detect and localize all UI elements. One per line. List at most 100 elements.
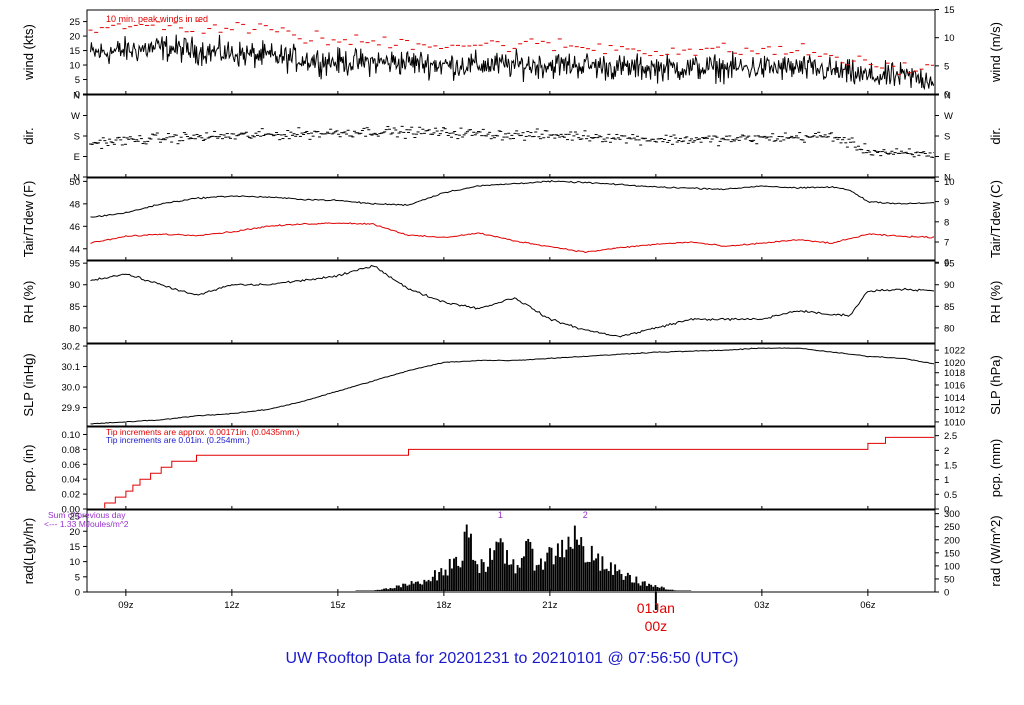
rad-bar [476,564,478,592]
rad-marker-3: 2 [583,510,588,520]
dir-ytick-right-label: N [944,91,951,102]
rad-bar [504,564,506,592]
slp-ytick-right-label: 1022 [944,346,965,357]
rad-bar [481,559,483,592]
dir-ylabel-right: dir. [988,127,1003,144]
dir-ytick-label: S [74,132,80,143]
rad-bar [506,550,508,592]
rad-bar [593,560,595,592]
rad-bar [457,566,459,592]
rad-bar [462,561,464,592]
temp-series-line-0 [91,181,937,218]
rad-bar [584,562,586,592]
rad-bar [400,587,402,592]
temp-plot [91,181,937,253]
rad-bar [621,574,623,592]
slp-ytick-right-label: 1016 [944,381,965,392]
temp-ytick-label: 48 [69,199,80,210]
rad-bar [485,572,487,592]
rad-bar [455,557,457,592]
rad-bar [610,562,612,592]
temp-series-line-1 [91,223,937,253]
rad-bar [580,537,582,592]
rh-ytick-right-label: 90 [944,280,955,291]
rad-ytick-right-label: 0 [944,588,949,599]
rad-bar [510,564,512,592]
rad-bar [657,587,659,592]
rad-bar [640,586,642,592]
rad-bar [445,570,447,592]
slp-ytick-right-label: 1010 [944,417,965,428]
rad-bar [557,543,559,592]
rad-bar [523,556,525,592]
temp-frame [87,178,935,260]
slp-ytick-label: 30.1 [62,362,81,373]
rad-bar [498,542,500,592]
pcp-ytick-label: 0.10 [62,430,81,441]
dir-ytick-label: N [73,91,80,102]
rad-bar [629,575,631,592]
rad-bar [529,542,531,592]
x-tick-label: 15z [330,600,346,611]
page-title: UW Rooftop Data for 20201231 to 20210101… [0,650,1024,668]
rad-bar [625,576,627,592]
rad-ytick-right-label: 200 [944,535,960,546]
rad-plot [356,524,693,592]
rad-bar [616,571,618,592]
temp-ytick-right-label: 9 [944,197,949,208]
temp-ylabel: Tair/Tdew (F) [21,181,36,258]
rad-bar [451,568,453,592]
rad-bar [568,537,570,592]
rad-bar [578,545,580,592]
slp-plot [91,348,937,424]
rad-bar [411,581,413,592]
rad-bar [487,567,489,592]
rad-bar [582,546,584,592]
x-tick-label: 21z [542,600,558,611]
rad-bar [474,561,476,592]
rad-bar [483,562,485,592]
rad-bar [644,581,646,592]
pcp-ytick-label: 0.04 [62,475,81,486]
rad-bar [548,547,550,592]
rad-bar [618,570,620,592]
rad-bar [432,577,434,592]
rad-bar [587,562,589,592]
slp-frame [87,344,935,426]
pcp-ytick-label: 0.08 [62,445,81,456]
rad-bar [595,558,597,592]
rad-bar [597,554,599,592]
rad-bar [440,568,442,592]
wind-plot [89,21,939,90]
rad-ytick-right-label: 150 [944,548,960,559]
wind-speed-line [91,35,939,91]
rad-bar [576,540,578,592]
wind-ytick-label: 5 [75,75,80,86]
rad-bar [574,526,576,592]
rh-frame [87,261,935,343]
rh-ytick-label: 95 [69,259,80,270]
rh-ylabel-right: RH (%) [988,281,1003,324]
rad-ytick-right-label: 100 [944,561,960,572]
rh-ytick-right-label: 80 [944,323,955,334]
rad-bar [536,565,538,592]
rad-bar [606,569,608,592]
rad-bar [652,587,654,592]
rad-bar [563,557,565,592]
pcp-ytick-right-label: 2.5 [944,431,957,442]
dir-ytick-right-label: W [944,111,953,122]
rad-bar [491,560,493,592]
temp-ytick-label: 50 [69,177,80,188]
rad-bar [551,548,553,592]
temp-ytick-label: 44 [69,244,80,255]
rad-annotation-1: <--- 1.33 MJoules/m^2 [44,519,129,529]
wind-ytick-label: 15 [69,46,80,57]
rad-ylabel-right: rad (W/m^2) [988,515,1003,586]
rh-ytick-right-label: 85 [944,302,955,313]
wind-ytick-label: 25 [69,17,80,28]
rad-bar [385,588,387,592]
